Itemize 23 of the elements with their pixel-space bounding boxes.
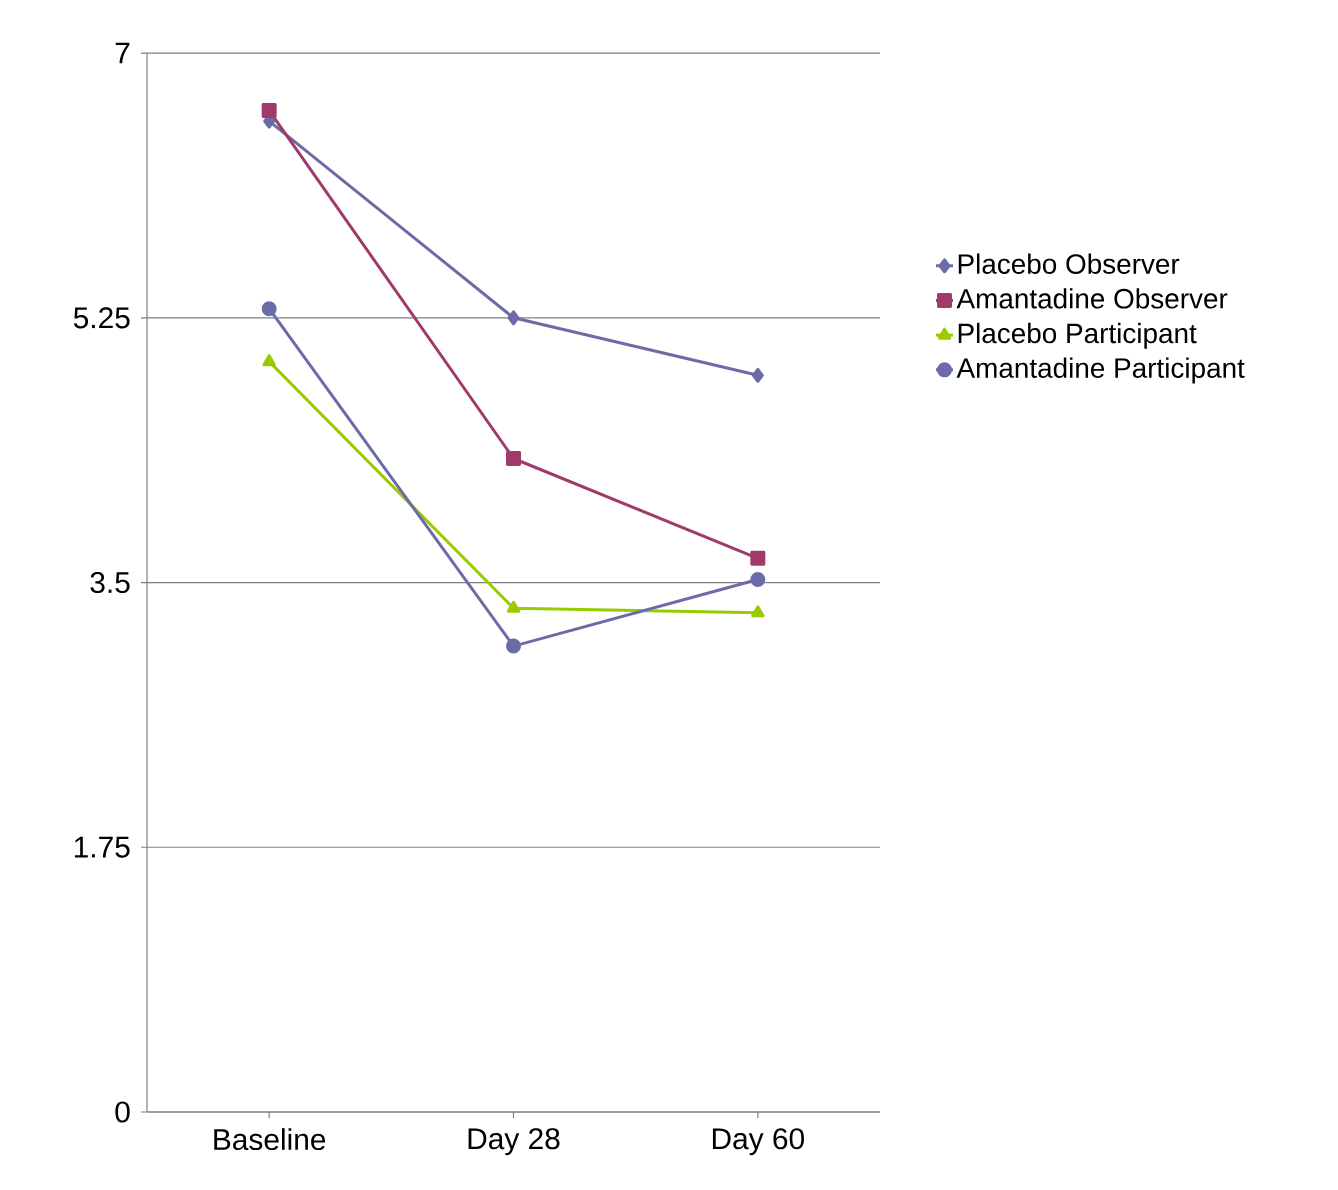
x-tick-label: Baseline	[214, 1128, 326, 1151]
y-tick-label: 1.75	[74, 836, 130, 858]
point	[751, 367, 764, 383]
legend-label: Amantadine Participant	[956, 357, 1245, 384]
point	[262, 354, 276, 367]
point	[507, 310, 520, 326]
y-tick-label: 7	[115, 42, 130, 64]
x-tick-label: Day 60	[712, 1128, 804, 1156]
point	[750, 550, 766, 566]
x-tick-label: Day 28	[468, 1128, 560, 1156]
y-tick-label: 5.25	[73, 307, 130, 329]
point	[261, 301, 277, 317]
y-tick-label: 0	[115, 1101, 130, 1123]
point	[506, 600, 521, 613]
point	[261, 103, 277, 119]
point	[506, 638, 521, 654]
legend-label: Amantadine Observer	[956, 288, 1228, 309]
point	[750, 572, 766, 588]
point	[506, 450, 521, 466]
legend-label: Placebo Observer	[958, 253, 1180, 274]
y-tick-label: 3.5	[90, 571, 130, 594]
point	[751, 605, 765, 618]
legend-label: Placebo Participant	[958, 322, 1197, 349]
